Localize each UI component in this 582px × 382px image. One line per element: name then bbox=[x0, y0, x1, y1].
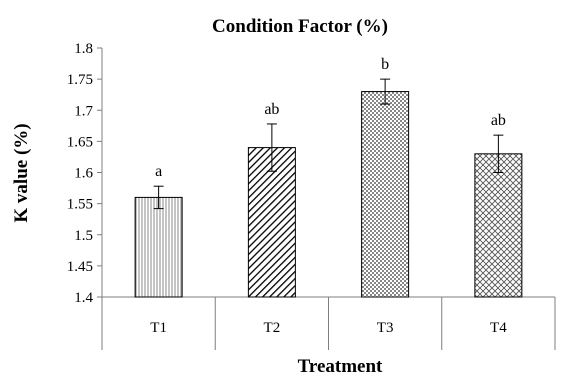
bar-t4 bbox=[474, 153, 523, 298]
bars: a ab b ab bbox=[134, 56, 523, 298]
y-tick-label: 1.65 bbox=[67, 134, 93, 150]
y-tick-label: 1.8 bbox=[74, 41, 93, 57]
x-axis: T1 T2 T3 T4 bbox=[101, 296, 556, 350]
y-tick-label: 1.55 bbox=[67, 197, 93, 213]
x-category-label: T3 bbox=[377, 320, 394, 336]
y-tick-label: 1.5 bbox=[74, 228, 93, 244]
chart-title: Condition Factor (%) bbox=[212, 16, 388, 37]
y-tick-label: 1.75 bbox=[67, 72, 93, 88]
y-tick-label: 1.6 bbox=[74, 166, 93, 182]
significance-label: ab bbox=[491, 112, 506, 129]
x-axis-title: Treatment bbox=[298, 356, 383, 377]
significance-label: a bbox=[155, 163, 162, 180]
x-category-label: T1 bbox=[150, 320, 167, 336]
bar-t3 bbox=[361, 91, 410, 298]
y-axis-title: K value (%) bbox=[11, 123, 32, 222]
x-category-label: T4 bbox=[490, 320, 507, 336]
significance-label: b bbox=[381, 56, 389, 73]
y-tick-label: 1.45 bbox=[67, 259, 93, 275]
bar-t1 bbox=[134, 196, 183, 298]
y-tick-label: 1.7 bbox=[74, 103, 93, 119]
significance-label: ab bbox=[264, 101, 279, 118]
y-tick-label: 1.4 bbox=[74, 290, 93, 306]
y-axis: 1.4 1.45 1.5 1.55 1.6 1.65 1.7 1.75 1.8 bbox=[67, 41, 103, 306]
x-category-label: T2 bbox=[264, 320, 281, 336]
